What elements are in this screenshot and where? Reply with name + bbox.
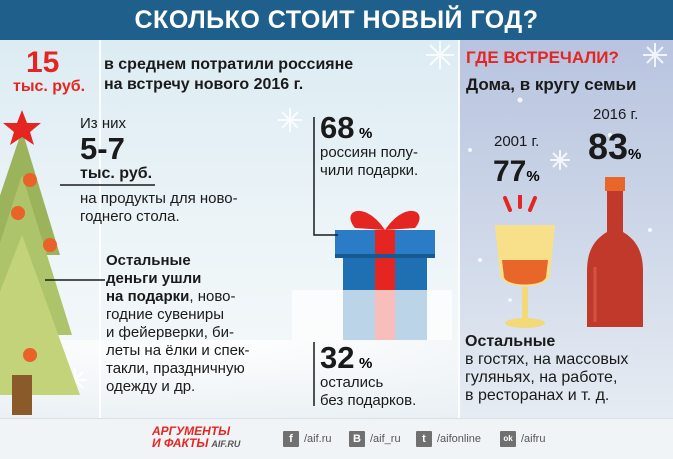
gifts-none-line2: без подарков. <box>320 392 417 409</box>
gifts-none-block: 32 % остались без подарков. <box>320 342 416 410</box>
others-line1: в гостях, на массовых <box>465 351 629 368</box>
social-vk[interactable]: B /aif_ru <box>349 431 401 447</box>
rest-line3: на подарки, ново- <box>106 288 249 306</box>
rest-line1: Остальные <box>106 252 191 269</box>
others-heading: Остальные <box>465 333 556 350</box>
logo-line2: И ФАКТЫ <box>152 436 209 450</box>
rest-line5: и фейерверки, би- <box>106 324 235 341</box>
gifts-got-pct: % <box>358 125 373 142</box>
rest-block: Остальные деньги ушли на подарки, ново- … <box>106 252 249 396</box>
divider-right <box>458 40 460 418</box>
rest-line3-tail: , ново- <box>189 288 236 305</box>
right-panel-background <box>459 40 673 418</box>
gifts-none-value: 32 <box>320 340 355 375</box>
gifts-got-line1: россиян полу- <box>320 144 419 161</box>
others-line2: гуляньях, на работе, <box>465 369 618 386</box>
spend-block: 15 тыс. руб. <box>13 46 85 96</box>
wine-bottle-illustration <box>587 177 643 327</box>
social-odnoklassniki[interactable]: ok /aifru <box>500 431 545 447</box>
spend-description: в среднем потратили россияне на встречу … <box>104 55 353 95</box>
facebook-icon: f <box>283 431 299 447</box>
others-block: Остальные в гостях, на массовых гуляньях… <box>465 333 628 405</box>
social-odnoklassniki-handle: /aifru <box>521 433 546 445</box>
stat-2001: 77% <box>493 156 540 188</box>
aif-logo[interactable]: АРГУМЕНТЫ И ФАКТЫ AIF.RU <box>152 425 240 450</box>
rest-line4: годние сувениры <box>106 306 225 323</box>
gifts-none-line1: остались <box>320 374 384 391</box>
social-twitter-handle: /aifonline <box>437 433 482 445</box>
gifts-got-pointer <box>313 117 338 236</box>
food-line2: годнего стола. <box>80 208 180 225</box>
social-facebook-handle: /aif.ru <box>304 433 332 445</box>
where-subheading: Дома, в кругу семьи <box>466 75 637 94</box>
value-2001: 77 <box>493 155 527 188</box>
odnoklassniki-icon: ok <box>500 431 516 447</box>
page-title: СКОЛЬКО СТОИТ НОВЫЙ ГОД? <box>0 0 673 40</box>
food-pointer-line <box>60 184 155 186</box>
social-twitter[interactable]: t /aifonline <box>416 431 481 447</box>
gifts-got-block: 68 % россиян полу- чили подарки. <box>320 112 418 180</box>
spend-amount: 15 <box>26 46 60 79</box>
logo-line1: АРГУМЕНТЫ <box>152 424 231 438</box>
rest-line2: деньги ушли <box>106 270 202 287</box>
christmas-tree-illustration <box>0 110 80 415</box>
spend-text-line1: в среднем потратили россияне <box>104 56 354 73</box>
social-facebook[interactable]: f /aif.ru <box>283 431 332 447</box>
gifts-none-pointer <box>313 342 315 406</box>
food-description: на продукты для ново- годнего стола. <box>80 190 238 226</box>
where-heading: ГДЕ ВСТРЕЧАЛИ? <box>466 48 619 67</box>
food-prefix: Из них <box>80 115 126 132</box>
year-2016: 2016 г. <box>593 106 639 123</box>
rest-line7: такли, праздничную <box>106 360 245 377</box>
gifts-got-line2: чили подарки. <box>320 162 419 179</box>
pct-2001: % <box>526 168 540 185</box>
stat-2016: 83% <box>588 128 641 166</box>
gifts-got-value: 68 <box>320 110 355 145</box>
logo-suffix: AIF.RU <box>211 439 241 449</box>
social-vk-handle: /aif_ru <box>370 433 401 445</box>
twitter-icon: t <box>416 431 432 447</box>
pct-2016: % <box>628 146 642 163</box>
champagne-glass-illustration <box>495 195 555 328</box>
divider-left <box>99 40 101 418</box>
others-line3: в ресторанах и т. д. <box>465 387 610 404</box>
rest-line8: одежду и др. <box>106 378 196 395</box>
rest-line3-bold: на подарки <box>106 288 190 305</box>
food-amount: 5-7 <box>80 131 125 166</box>
rest-line6: леты на ёлки и спек- <box>106 342 250 359</box>
value-2016: 83 <box>588 126 629 167</box>
vk-icon: B <box>349 431 365 447</box>
food-block: Из них 5-7 тыс. руб. <box>80 115 152 183</box>
spend-unit: тыс. руб. <box>13 78 86 95</box>
year-2001: 2001 г. <box>494 133 540 150</box>
food-line1: на продукты для ново- <box>80 190 238 207</box>
gift-snow <box>292 290 452 340</box>
gifts-none-pct: % <box>358 355 373 372</box>
rest-pointer-line <box>45 279 105 281</box>
footer <box>0 418 673 459</box>
food-unit: тыс. руб. <box>80 165 153 182</box>
spend-text-line2: на встречу нового 2016 г. <box>104 76 304 93</box>
